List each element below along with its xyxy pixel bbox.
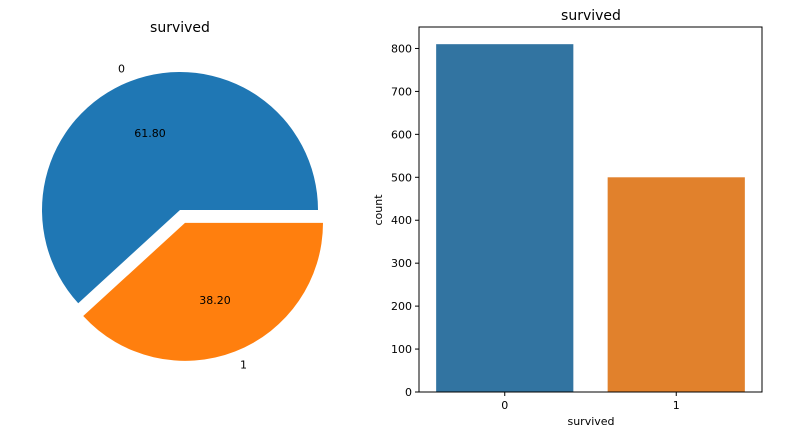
y-tick-label: 300	[391, 257, 412, 270]
bar-0	[436, 44, 574, 392]
x-axis-label: survived	[567, 415, 614, 428]
bar-axes-frame	[418, 26, 763, 393]
pie-category-label-1: 1	[240, 358, 247, 371]
y-axis-label: count	[372, 194, 385, 226]
pie-chart: survived 61.80 0 38.20 1	[41, 20, 323, 371]
y-tick-label: 500	[391, 171, 412, 184]
y-tick-label: 0	[405, 386, 412, 399]
pie-pct-label-0: 61.80	[134, 127, 166, 140]
y-tick-label: 700	[391, 85, 412, 98]
y-tick-label: 600	[391, 128, 412, 141]
bar-bars	[436, 44, 745, 392]
pie-pct-label-1: 38.20	[199, 294, 231, 307]
y-tick-label: 100	[391, 343, 412, 356]
bar-title: survived	[561, 8, 621, 24]
bar-1	[607, 177, 745, 392]
y-tick-label: 800	[391, 42, 412, 55]
pie-title: survived	[150, 20, 210, 36]
pie-slice-0	[41, 72, 318, 304]
x-tick-label: 1	[673, 399, 680, 412]
pie-slice-1	[83, 222, 323, 361]
pie-slices: 61.80 0 38.20 1	[41, 63, 323, 371]
pie-category-label-0: 0	[118, 63, 125, 76]
y-tick-label: 400	[391, 214, 412, 227]
x-tick-label: 0	[501, 399, 508, 412]
y-axis-ticks: 0 100 200 300 400 500 600 700 800	[391, 42, 419, 399]
y-tick-label: 200	[391, 300, 412, 313]
